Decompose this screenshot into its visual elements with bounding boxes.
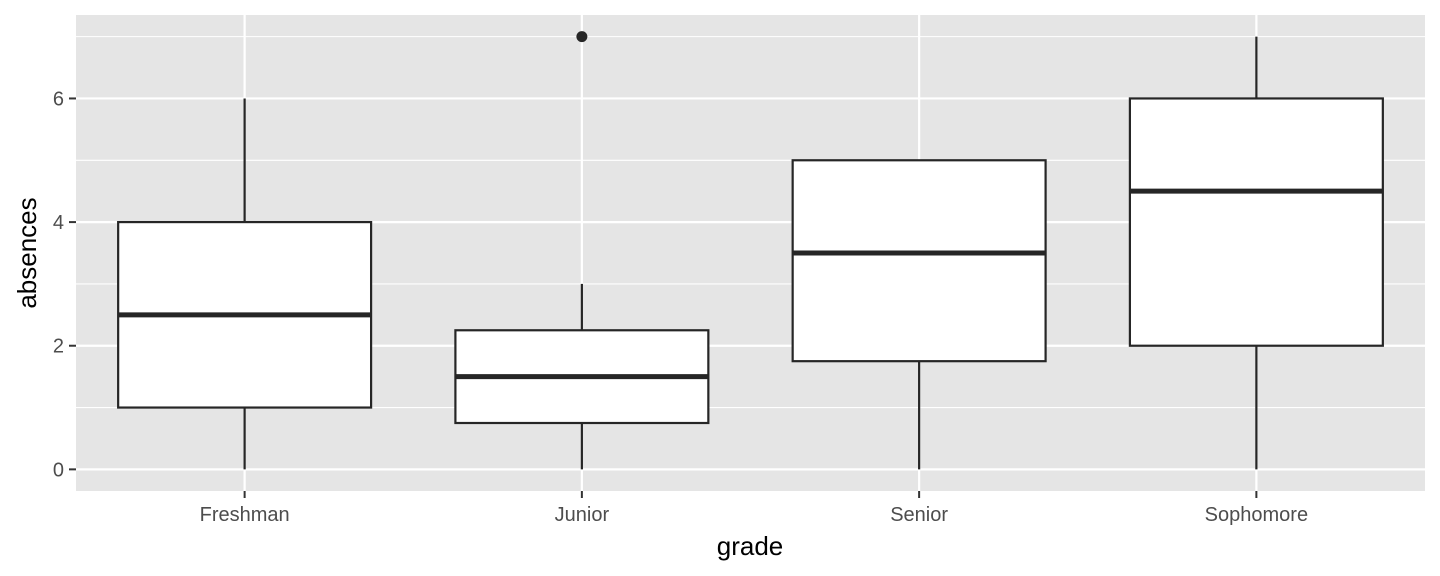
x-axis: Freshman Junior Senior Sophomore — [200, 491, 1308, 526]
box-senior — [791, 159, 1047, 470]
outlier-point — [576, 31, 588, 43]
box-iqr — [791, 159, 1047, 363]
x-tick-label: Freshman — [200, 504, 290, 526]
y-tick-label: 4 — [53, 212, 64, 234]
y-axis: 0 2 4 6 — [53, 88, 76, 481]
x-tick-label: Junior — [555, 504, 610, 526]
x-tick-label: Senior — [890, 504, 948, 526]
y-tick-label: 0 — [53, 459, 64, 481]
box-iqr — [1128, 97, 1384, 347]
box-junior — [454, 31, 710, 470]
y-tick-label: 6 — [53, 88, 64, 110]
y-tick-label: 2 — [53, 336, 64, 358]
boxes-layer — [117, 31, 1384, 470]
y-axis-title: absences — [12, 197, 42, 308]
x-tick-label: Sophomore — [1205, 504, 1308, 526]
box-sophomore — [1128, 36, 1384, 470]
x-axis-title: grade — [717, 531, 784, 561]
box-freshman — [117, 98, 373, 470]
